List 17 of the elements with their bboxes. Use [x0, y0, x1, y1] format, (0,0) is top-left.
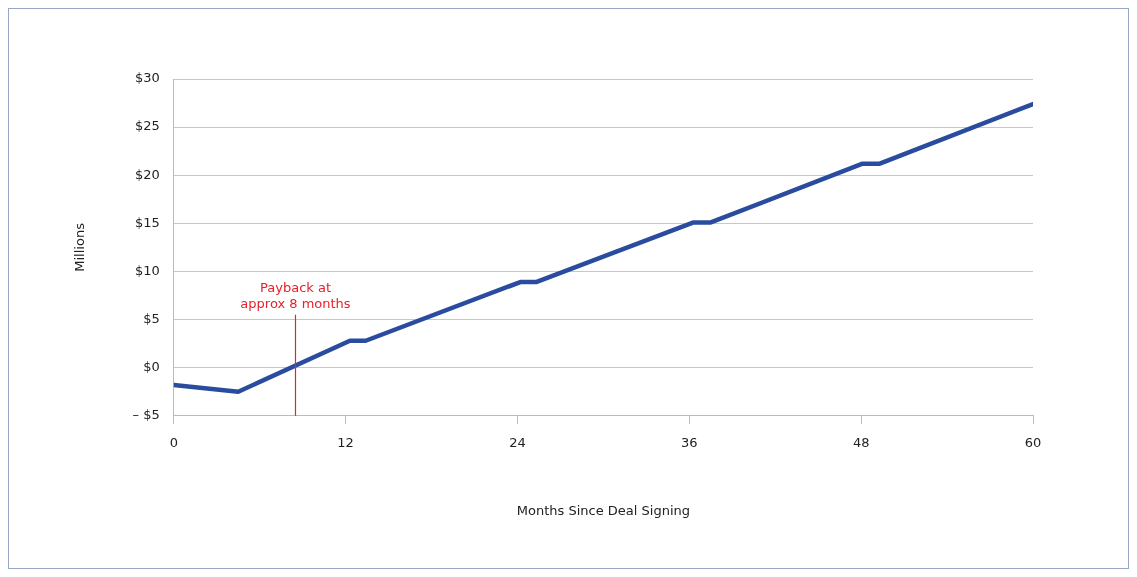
y-tick-label: $15 — [134, 214, 160, 230]
y-tick-label: $25 — [134, 118, 160, 134]
x-tick-label: 24 — [509, 434, 526, 450]
x-tick-label: 60 — [1024, 434, 1042, 450]
y-tick-label: $0 — [143, 359, 160, 375]
y-tick-label: $5 — [143, 310, 160, 326]
ref-line-label: Payback at approx 8 months — [240, 279, 351, 311]
y-tick-label: $10 — [134, 262, 160, 278]
x-tick-label: 48 — [852, 434, 870, 450]
y-tick-label: $20 — [134, 166, 160, 182]
x-tick-label: 36 — [681, 434, 698, 450]
y-tick-label: – $5 — [132, 407, 160, 423]
x-tick-label: 0 — [169, 434, 178, 450]
y-tick-label: $30 — [134, 70, 160, 86]
x-axis-title: Months Since Deal Signing — [516, 502, 690, 518]
y-axis-title: Millions — [72, 222, 88, 272]
x-tick-label: 12 — [337, 434, 354, 450]
